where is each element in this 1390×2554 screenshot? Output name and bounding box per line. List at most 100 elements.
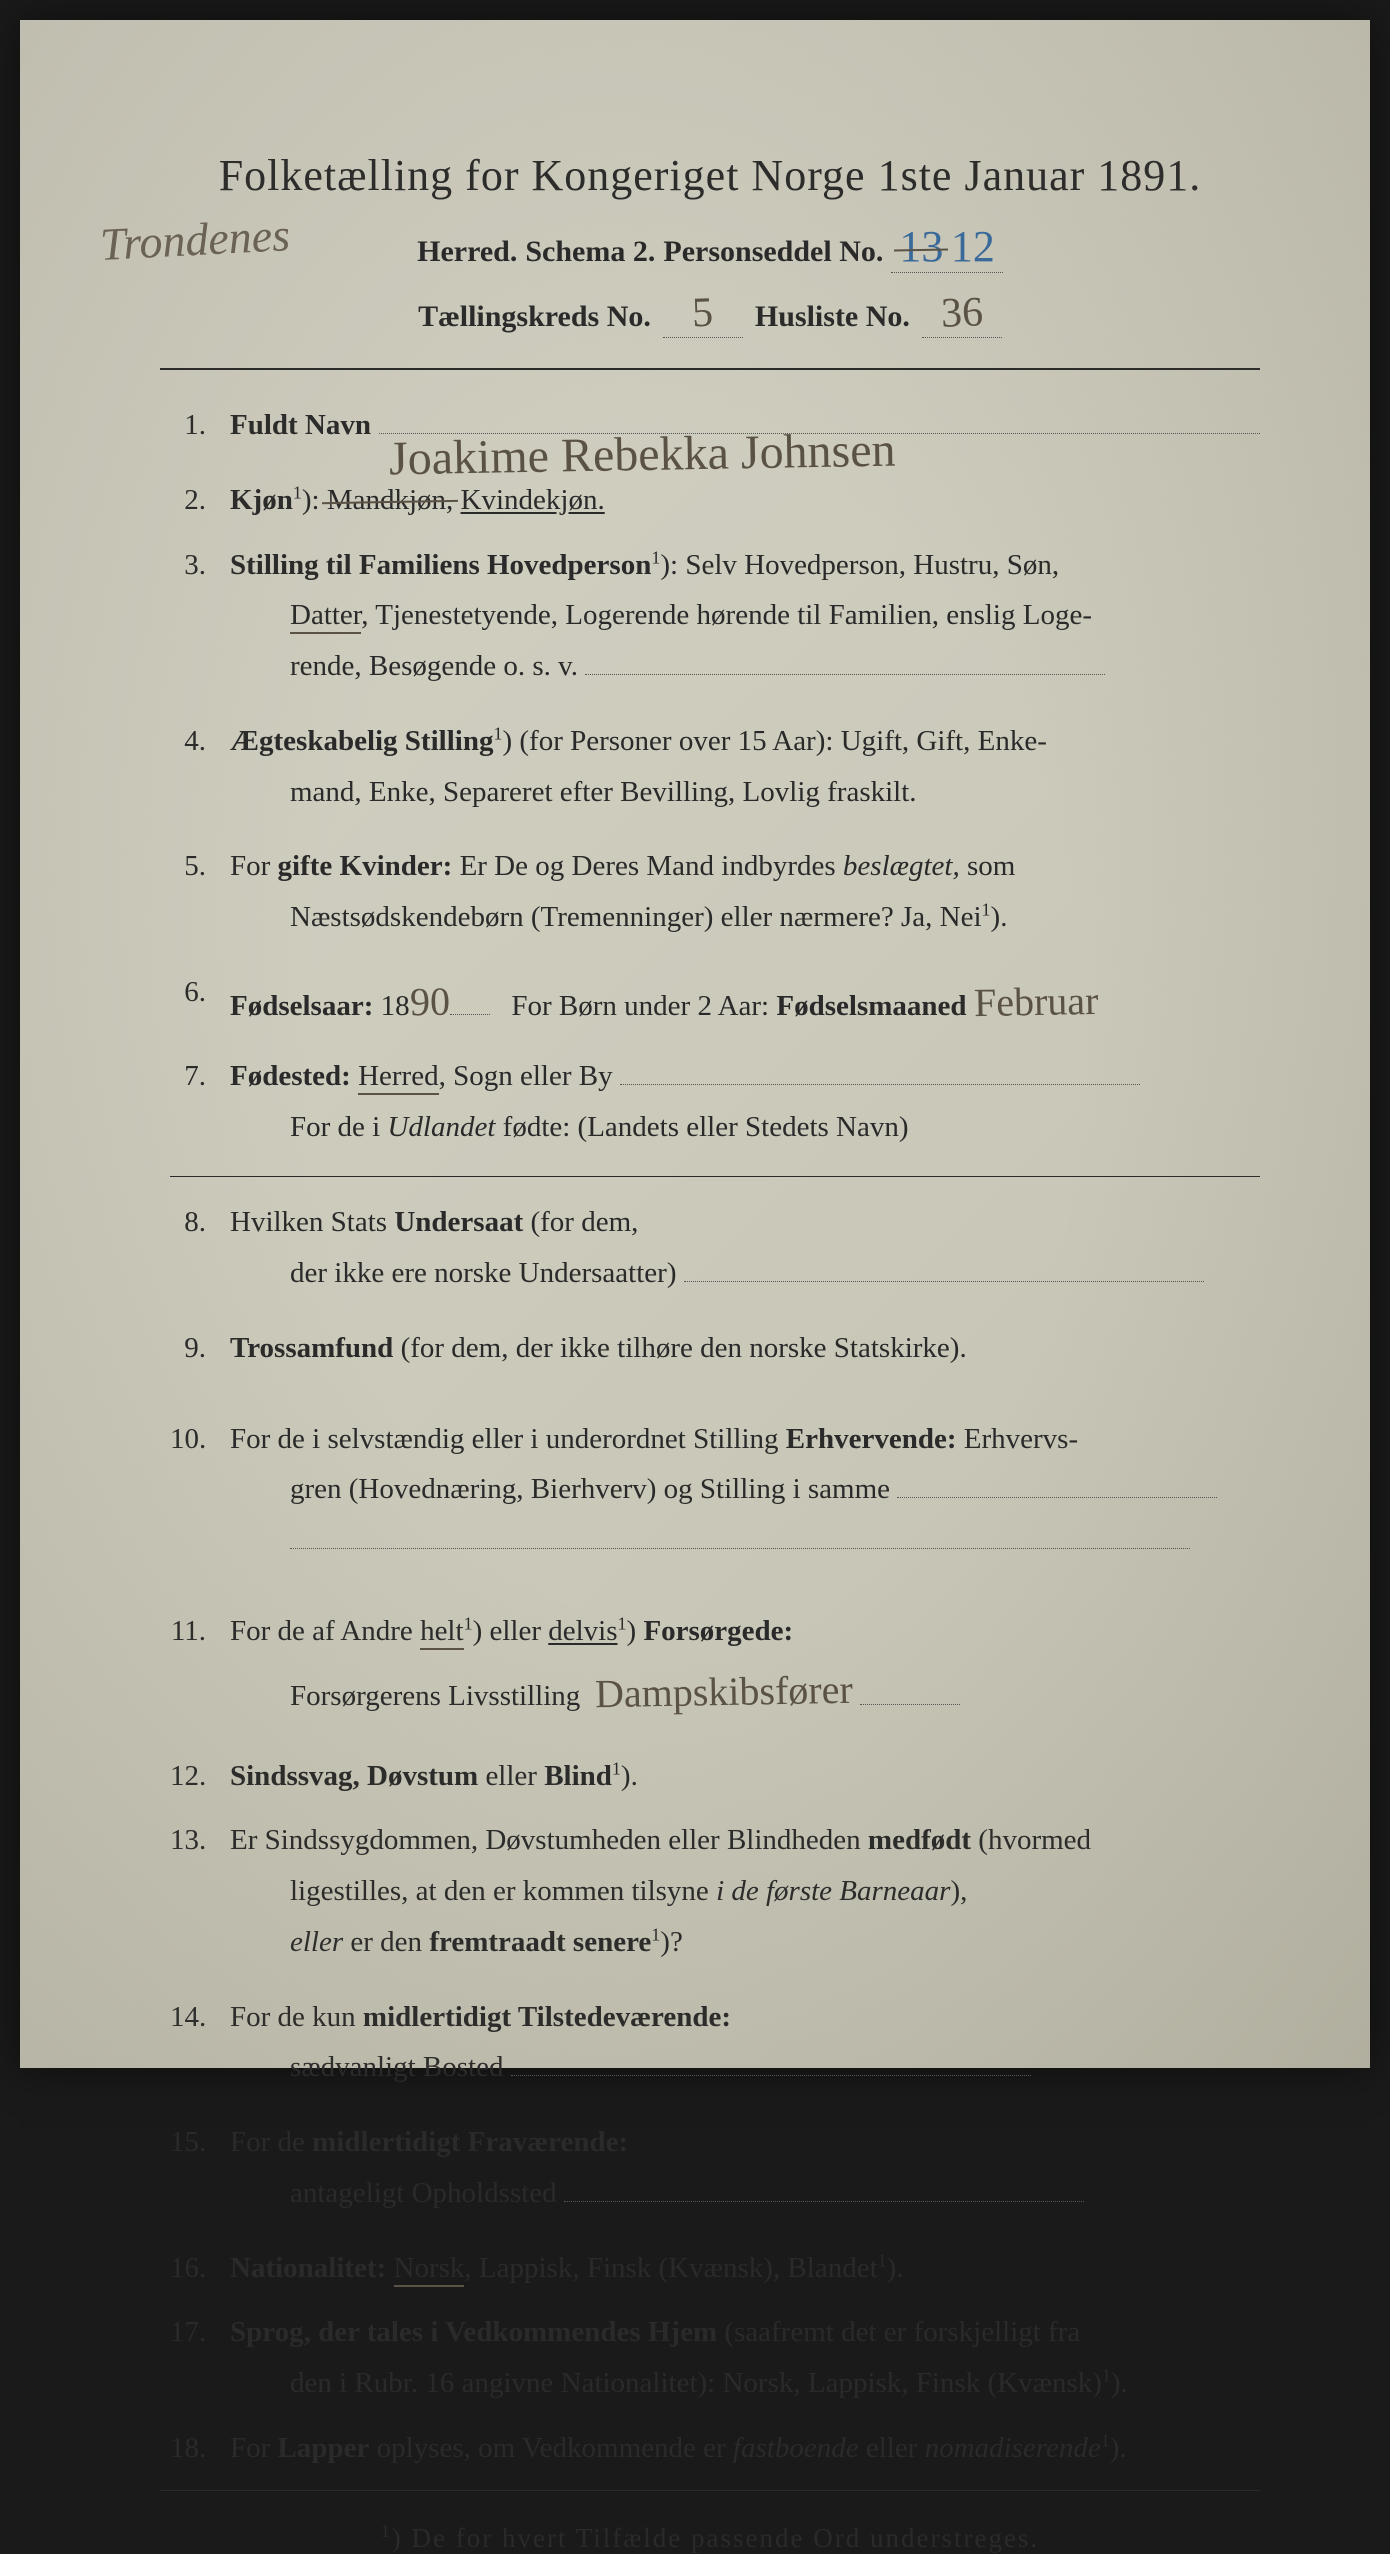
item-content: Trossamfund (for dem, der ikke tilhøre d… <box>230 1323 1260 1374</box>
text: oplyses, om Vedkommende er <box>377 2432 726 2464</box>
item-content: For Lapper oplyses, om Vedkommende er fa… <box>230 2423 1260 2474</box>
text: For de kun <box>230 2001 356 2033</box>
item-content: Stilling til Familiens Hovedperson1): Se… <box>230 540 1260 692</box>
sup: 1 <box>464 1613 473 1633</box>
field-label: Fødested: <box>230 1060 351 1092</box>
sup: 1 <box>612 1758 621 1778</box>
colon: ): <box>660 549 678 581</box>
ital: fastboende <box>733 2432 859 2464</box>
footer-divider <box>160 2490 1260 2491</box>
field-label: Fuldt Navn <box>230 400 371 451</box>
month-hw: Februar <box>973 966 1099 1038</box>
item-num: 9. <box>170 1323 230 1374</box>
mid: ) eller <box>473 1615 541 1647</box>
sup: 1 <box>1102 2365 1111 2385</box>
field-label: Kjøn <box>230 484 293 516</box>
text: den i Rubr. 16 angivne Nationalitet): No… <box>290 2367 1102 2399</box>
text: (hvormed <box>978 1824 1091 1856</box>
item-9: 9. Trossamfund (for dem, der ikke tilhør… <box>170 1323 1260 1374</box>
rest: , Lappisk, Finsk (Kvænsk), Blandet <box>464 2252 877 2284</box>
pre: For <box>230 850 270 882</box>
text: For de i selvstændig eller i underordnet… <box>230 1423 779 1455</box>
section-divider <box>170 1176 1260 1177</box>
line3: eller er den fremtraadt senere1)? <box>230 1917 1260 1968</box>
main-title: Folketælling for Kongeriget Norge 1ste J… <box>160 150 1260 201</box>
line2: ligestilles, at den er kommen tilsyne i … <box>230 1866 1260 1917</box>
personseddel-no-field: 13 12 <box>891 221 1003 273</box>
bold: Sindssvag, Døvstum <box>230 1760 478 1792</box>
option-delvis: delvis <box>548 1615 617 1647</box>
personseddel-no: 13 <box>899 221 943 272</box>
kreds-label: Tællingskreds No. <box>418 300 651 334</box>
line2: gren (Hovednæring, Bierhverv) og Stillin… <box>230 1464 1260 1515</box>
item-num: 10. <box>170 1414 230 1465</box>
field-label2: Fødselsmaaned <box>776 990 966 1022</box>
text: Er De og Deres Mand indbyrdes <box>460 850 836 882</box>
sup: 1 <box>651 1924 660 1944</box>
line2: sædvanligt Bosted <box>230 2042 1260 2093</box>
item-num: 15. <box>170 2117 230 2168</box>
end: ). <box>887 2252 904 2284</box>
dotted-fill <box>511 2075 1031 2076</box>
text: Næstsødskendebørn (Tremenninger) eller n… <box>290 901 982 933</box>
text: Erhvervs- <box>964 1423 1078 1455</box>
item-num: 6. <box>170 967 230 1018</box>
field-label: gifte Kvinder: <box>278 850 453 882</box>
option-mandkjon: Mandkjøn, <box>327 484 453 516</box>
item-num: 2. <box>170 475 230 526</box>
item-17: 17. Sprog, der tales i Vedkommendes Hjem… <box>170 2307 1260 2409</box>
item-num: 7. <box>170 1051 230 1102</box>
line2: Datter, Tjenestetyende, Logerende hørend… <box>230 590 1260 641</box>
sup: 1 <box>1101 2430 1110 2450</box>
field-label: Nationalitet: <box>230 2252 386 2284</box>
name-field: Joakime Rebekka Johnsen <box>379 433 1260 434</box>
item-content: For de af Andre helt1) eller delvis1) Fo… <box>230 1606 1260 1727</box>
item-content: Sindssvag, Døvstum eller Blind1). <box>230 1751 1260 1802</box>
text: gren (Hovednæring, Bierhverv) og Stillin… <box>290 1473 890 1505</box>
item-content: For de kun midlertidigt Tilstedeværende:… <box>230 1992 1260 2094</box>
item-13: 13. Er Sindssygdommen, Døvstumheden elle… <box>170 1815 1260 1967</box>
item-content: For gifte Kvinder: Er De og Deres Mand i… <box>230 841 1260 943</box>
ital: i de første Barneaar <box>716 1875 950 1907</box>
item-14: 14. For de kun midlertidigt Tilstedevære… <box>170 1992 1260 2094</box>
line2: antageligt Opholdssted <box>230 2168 1260 2219</box>
line3 <box>230 1515 1260 1566</box>
text: Hvilken Stats <box>230 1206 387 1238</box>
footnote: 1) De for hvert Tilfælde passende Ord un… <box>160 2521 1260 2554</box>
dotted-fill <box>585 674 1105 675</box>
personseddel-label: Personseddel No. <box>663 235 883 269</box>
item-content: Nationalitet: Norsk, Lappisk, Finsk (Kvæ… <box>230 2243 1260 2294</box>
item-num: 11. <box>170 1606 230 1657</box>
item-4: 4. Ægteskabelig Stilling1) (for Personer… <box>170 716 1260 818</box>
text: antageligt Opholdssted <box>290 2177 557 2209</box>
item-5: 5. For gifte Kvinder: Er De og Deres Man… <box>170 841 1260 943</box>
husliste-no: 36 <box>940 288 984 337</box>
item-11: 11. For de af Andre helt1) eller delvis1… <box>170 1606 1260 1727</box>
line2: Næstsødskendebørn (Tremenninger) eller n… <box>230 892 1260 943</box>
text: For <box>230 2432 270 2464</box>
end: ). <box>991 901 1008 933</box>
text: Forsørgerens Livsstilling <box>290 1680 580 1712</box>
field-label: Fødselsaar: <box>230 990 373 1022</box>
item-content: Ægteskabelig Stilling1) (for Personer ov… <box>230 716 1260 818</box>
item-num: 1. <box>170 400 230 451</box>
livsstilling-hw: Dampskibsfører <box>594 1654 853 1728</box>
bold: Sprog, der tales i Vedkommendes Hjem <box>230 2316 717 2348</box>
dotted-fill <box>860 1704 960 1705</box>
header-divider <box>160 368 1260 370</box>
text: (for dem, der ikke tilhøre den norske St… <box>401 1332 967 1364</box>
text: sædvanligt Bosted <box>290 2051 503 2083</box>
text: Ugift, Gift, Enke- <box>841 725 1047 757</box>
item-1: 1. Fuldt Navn Joakime Rebekka Johnsen <box>170 400 1260 451</box>
bold: fremtraadt senere <box>429 1926 651 1958</box>
bold: midlertidigt Tilstedeværende: <box>363 2001 731 2033</box>
herred-label: Herred. <box>417 235 517 269</box>
mid: For Børn under 2 Aar: <box>511 990 769 1022</box>
option-herred: Herred <box>358 1060 439 1095</box>
husliste-no-field: 36 <box>922 289 1002 338</box>
dotted-fill <box>564 2201 1084 2202</box>
mid: eller <box>866 2432 918 2464</box>
mid: eller <box>485 1760 537 1792</box>
dotted-fill <box>897 1497 1217 1498</box>
bold: medfødt <box>868 1824 971 1856</box>
